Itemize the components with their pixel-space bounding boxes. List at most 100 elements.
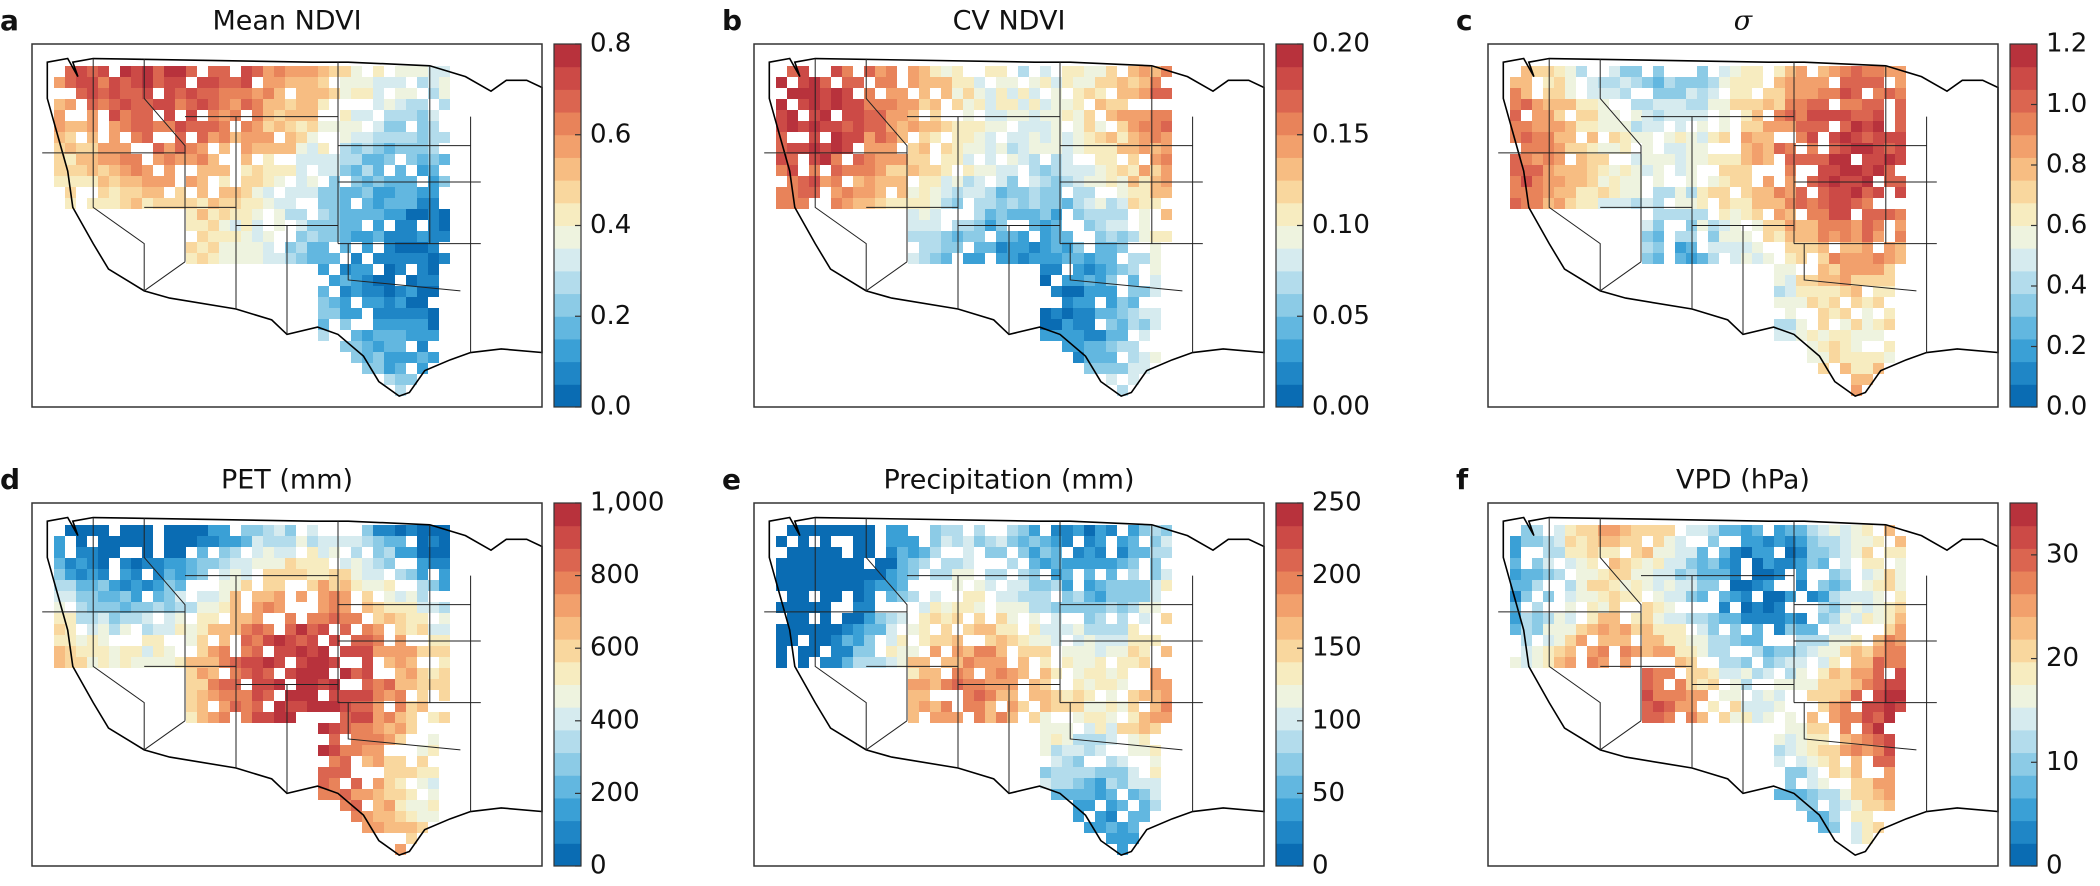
map-pixel <box>285 77 296 88</box>
map-pixel <box>175 558 186 569</box>
map-pixel <box>1840 712 1851 723</box>
map-pixel <box>340 341 351 352</box>
map-pixel <box>373 701 384 712</box>
colorbar-step <box>2010 616 2037 640</box>
map-pixel <box>1884 66 1895 77</box>
map-pixel <box>1664 88 1675 99</box>
map-pixel <box>76 88 87 99</box>
map-pixel <box>164 646 175 657</box>
map-pixel <box>384 341 395 352</box>
map-pixel <box>1730 569 1741 580</box>
map-pixel <box>776 121 787 132</box>
map-pixel <box>831 176 842 187</box>
map-pixel <box>1840 800 1851 811</box>
map-pixel <box>1741 712 1752 723</box>
map-pixel <box>831 121 842 132</box>
map-pixel <box>985 99 996 110</box>
map-pixel <box>1598 121 1609 132</box>
map-pixel <box>1818 547 1829 558</box>
map-pixel <box>186 121 197 132</box>
map-pixel <box>395 657 406 668</box>
map-pixel <box>842 624 853 635</box>
colorbar-step <box>2010 270 2037 295</box>
map-pixel <box>886 176 897 187</box>
map-pixel <box>820 591 831 602</box>
map-pixel <box>1840 143 1851 154</box>
map-pixel <box>329 121 340 132</box>
map-pixel <box>1642 132 1653 143</box>
map-pixel <box>384 646 395 657</box>
map-pixel <box>1642 679 1653 690</box>
map-pixel <box>842 165 853 176</box>
map-pixel <box>1675 209 1686 220</box>
map-pixel <box>373 165 384 176</box>
map-pixel <box>54 165 65 176</box>
map-pixel <box>941 679 952 690</box>
map-pixel <box>428 209 439 220</box>
map-pixel <box>941 569 952 580</box>
map-pixel <box>1862 569 1873 580</box>
map-pixel <box>941 712 952 723</box>
map-pixel <box>1128 569 1139 580</box>
map-pixel <box>1139 591 1150 602</box>
map-pixel <box>985 198 996 209</box>
map-pixel <box>930 679 941 690</box>
map-pixel <box>120 110 131 121</box>
map-pixel <box>1587 569 1598 580</box>
map-pixel <box>208 624 219 635</box>
map-pixel <box>985 635 996 646</box>
map-pixel <box>1095 624 1106 635</box>
map-pixel <box>1007 132 1018 143</box>
map-pixel <box>1708 646 1719 657</box>
map-pixel <box>1040 646 1051 657</box>
map-pixel <box>406 330 417 341</box>
map-pixel <box>1807 341 1818 352</box>
map-pixel <box>1851 319 1862 330</box>
map-pixel <box>1884 613 1895 624</box>
map-pixel <box>428 646 439 657</box>
map-pixel <box>1829 297 1840 308</box>
map-pixel <box>897 187 908 198</box>
map-pixel <box>285 209 296 220</box>
map-pixel <box>219 547 230 558</box>
map-pixel <box>307 657 318 668</box>
map-pixel <box>820 99 831 110</box>
map-pixel <box>1040 209 1051 220</box>
map-pixel <box>1862 591 1873 602</box>
map-pixel <box>318 143 329 154</box>
map-pixel <box>1543 657 1554 668</box>
map-pixel <box>274 209 285 220</box>
map-pixel <box>1576 591 1587 602</box>
map-pixel <box>1851 536 1862 547</box>
map-pixel <box>241 187 252 198</box>
map-pixel <box>809 132 820 143</box>
map-pixel <box>820 624 831 635</box>
map-pixel <box>1128 66 1139 77</box>
colorbar-step <box>554 89 581 113</box>
map-pixel <box>1554 77 1565 88</box>
map-pixel <box>296 110 307 121</box>
map-pixel <box>1818 66 1829 77</box>
map-pixel <box>428 231 439 242</box>
map-pixel <box>1139 363 1150 374</box>
map-pixel <box>1095 668 1106 679</box>
map-pixel <box>908 99 919 110</box>
map-pixel <box>1084 66 1095 77</box>
map-pixel <box>417 330 428 341</box>
map-pixel <box>1708 569 1719 580</box>
map-pixel <box>318 646 329 657</box>
map-pixel <box>1873 591 1884 602</box>
map-pixel <box>1642 198 1653 209</box>
map-pixel <box>1631 165 1642 176</box>
map-pixel <box>1774 734 1785 745</box>
map-pixel <box>1840 132 1851 143</box>
map-pixel <box>853 187 864 198</box>
land-outline <box>46 57 543 398</box>
map-pixel <box>1840 591 1851 602</box>
colorbar-step <box>2010 820 2037 844</box>
map-pixel <box>351 264 362 275</box>
map-pixel <box>1128 525 1139 536</box>
map-pixel <box>787 121 798 132</box>
map-pixel <box>1598 525 1609 536</box>
map-pixel <box>1150 352 1161 363</box>
